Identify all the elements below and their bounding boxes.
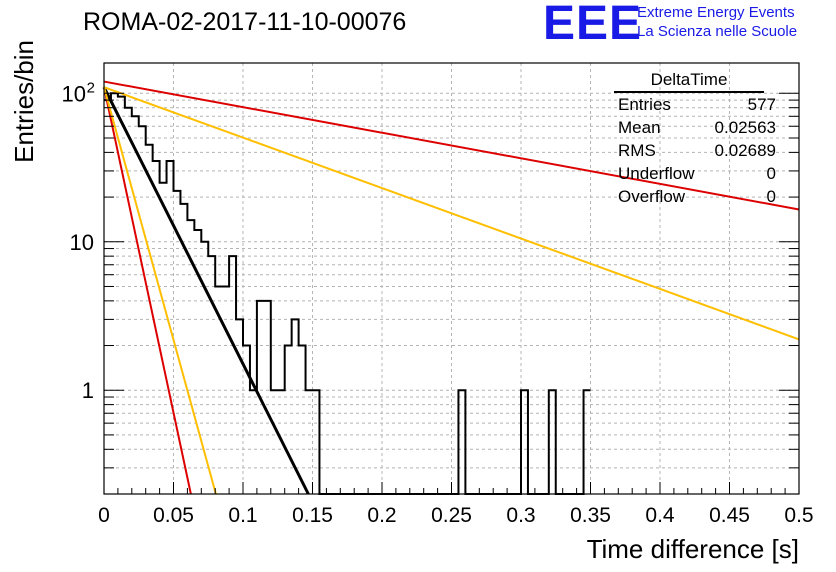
x-tick-label: 0.5: [784, 504, 813, 527]
y-tick-label: 1: [82, 378, 94, 403]
fit-curve-2: [103, 86, 192, 495]
x-tick-label: 0.25: [431, 504, 472, 527]
x-tick-label: 0.05: [153, 504, 194, 527]
y-tick-exponent: 2: [87, 79, 95, 96]
stats-label: RMS: [618, 141, 656, 160]
eee-logo: EEE: [543, 0, 643, 50]
stats-value: 0.02689: [714, 141, 776, 160]
fit-curve-4: [103, 86, 800, 341]
eee-logo-caption: Extreme Energy Events La Scienza nelle S…: [637, 3, 797, 41]
logo-line-1: Extreme Energy Events: [637, 4, 795, 21]
fit-curve-3: [103, 86, 217, 495]
stats-value: 0.02563: [714, 118, 776, 137]
stats-label: Overflow: [618, 187, 686, 206]
stats-label: Entries: [618, 95, 671, 114]
x-tick-label: 0.3: [506, 504, 535, 527]
stats-label: Underflow: [618, 164, 695, 183]
y-axis-label: Entries/bin: [9, 40, 39, 163]
stats-row: Mean 0.02563: [612, 116, 776, 139]
x-tick-label: 0.45: [709, 504, 750, 527]
stats-label: Mean: [618, 118, 661, 137]
x-tick-label: 0.35: [570, 504, 611, 527]
stats-box: DeltaTime Entries 577 Mean 0.02563 RMS 0.0268…: [612, 70, 776, 208]
stats-value: 0: [766, 187, 776, 206]
stats-title: DeltaTime: [614, 70, 764, 93]
stats-row: Entries 577: [612, 93, 776, 116]
stats-row: Underflow 0: [612, 162, 776, 185]
stats-row: Overflow 0: [612, 185, 776, 208]
stats-value: 0: [766, 164, 776, 183]
y-tick-label: 10: [70, 230, 94, 255]
axis-ticks: [103, 92, 800, 495]
x-tick-label: 0: [98, 504, 110, 527]
histogram-outline: [104, 92, 591, 495]
histogram: [104, 92, 591, 495]
fit-curves: [102, 80, 800, 495]
stats-value: 577: [747, 95, 776, 114]
y-tick-label: 10: [62, 81, 86, 106]
x-tick-label: 0.15: [292, 504, 333, 527]
x-axis-label: Time difference [s]: [587, 534, 799, 564]
x-tick-label: 0.4: [645, 504, 675, 527]
fit-curve-1: [102, 86, 310, 495]
stats-rows: Entries 577 Mean 0.02563 RMS 0.02689 Underflow…: [612, 93, 776, 208]
x-tick-label: 0.1: [228, 504, 257, 527]
x-tick-label: 0.2: [367, 504, 396, 527]
stats-row: RMS 0.02689: [612, 139, 776, 162]
tick-labels: 0 0.05 0.1 0.15 0.2 0.25 0.3 0.35 0.4 0.45 0.5 1 10 1…: [62, 79, 814, 527]
fit-curve-5: [103, 80, 800, 211]
logo-line-2: La Scienza nelle Scuole: [637, 23, 798, 40]
run-title: ROMA-02-2017-11-10-00076: [83, 8, 407, 36]
